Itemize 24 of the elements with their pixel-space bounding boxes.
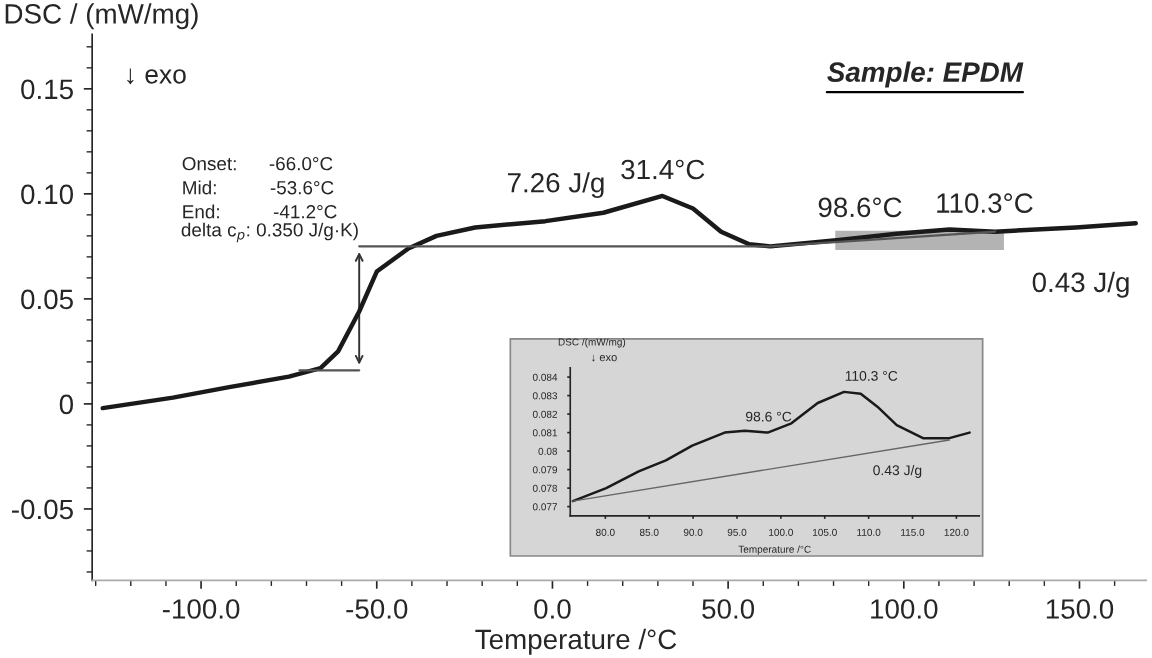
annotation: End: -41.2°C	[183, 204, 337, 219]
annotation: 0.43 J/g	[1032, 271, 1129, 298]
annotation: Onset: -66.0°C	[182, 156, 333, 171]
x-axis-title: Temperature /°C	[475, 628, 677, 655]
x-tick-label: 100.0	[871, 599, 938, 619]
annotation: delta c$_{p}$: 0.350 J/g·K)	[181, 222, 358, 243]
x-tick-label: 0.0	[534, 599, 571, 619]
x-tick-label: 50.0	[702, 599, 755, 619]
annotation: Mid: -53.6°C	[183, 180, 334, 195]
y-tick-label: 0.05	[21, 289, 73, 310]
y-tick-label: 0.15	[21, 79, 73, 100]
y-tick-label: -0.05	[12, 499, 73, 520]
x-tick-label: -100.0	[162, 599, 240, 619]
annotation: 110.3°C	[937, 193, 1033, 213]
annotation: 98.6°C	[818, 197, 902, 218]
annotation: 7.26 J/g	[507, 172, 604, 199]
x-tick-label: -50.0	[346, 599, 408, 619]
annotation: 31.4°C	[621, 159, 705, 180]
text: Sample: EPDM	[827, 61, 1024, 88]
y-axis-title: DSC / (mW/mg)	[5, 3, 198, 30]
x-tick-label: 150.0	[1046, 599, 1114, 619]
y-tick-label: 0.10	[21, 184, 74, 205]
y-tick-label: 0	[59, 394, 74, 415]
annotation: ↓ exo	[127, 68, 186, 85]
